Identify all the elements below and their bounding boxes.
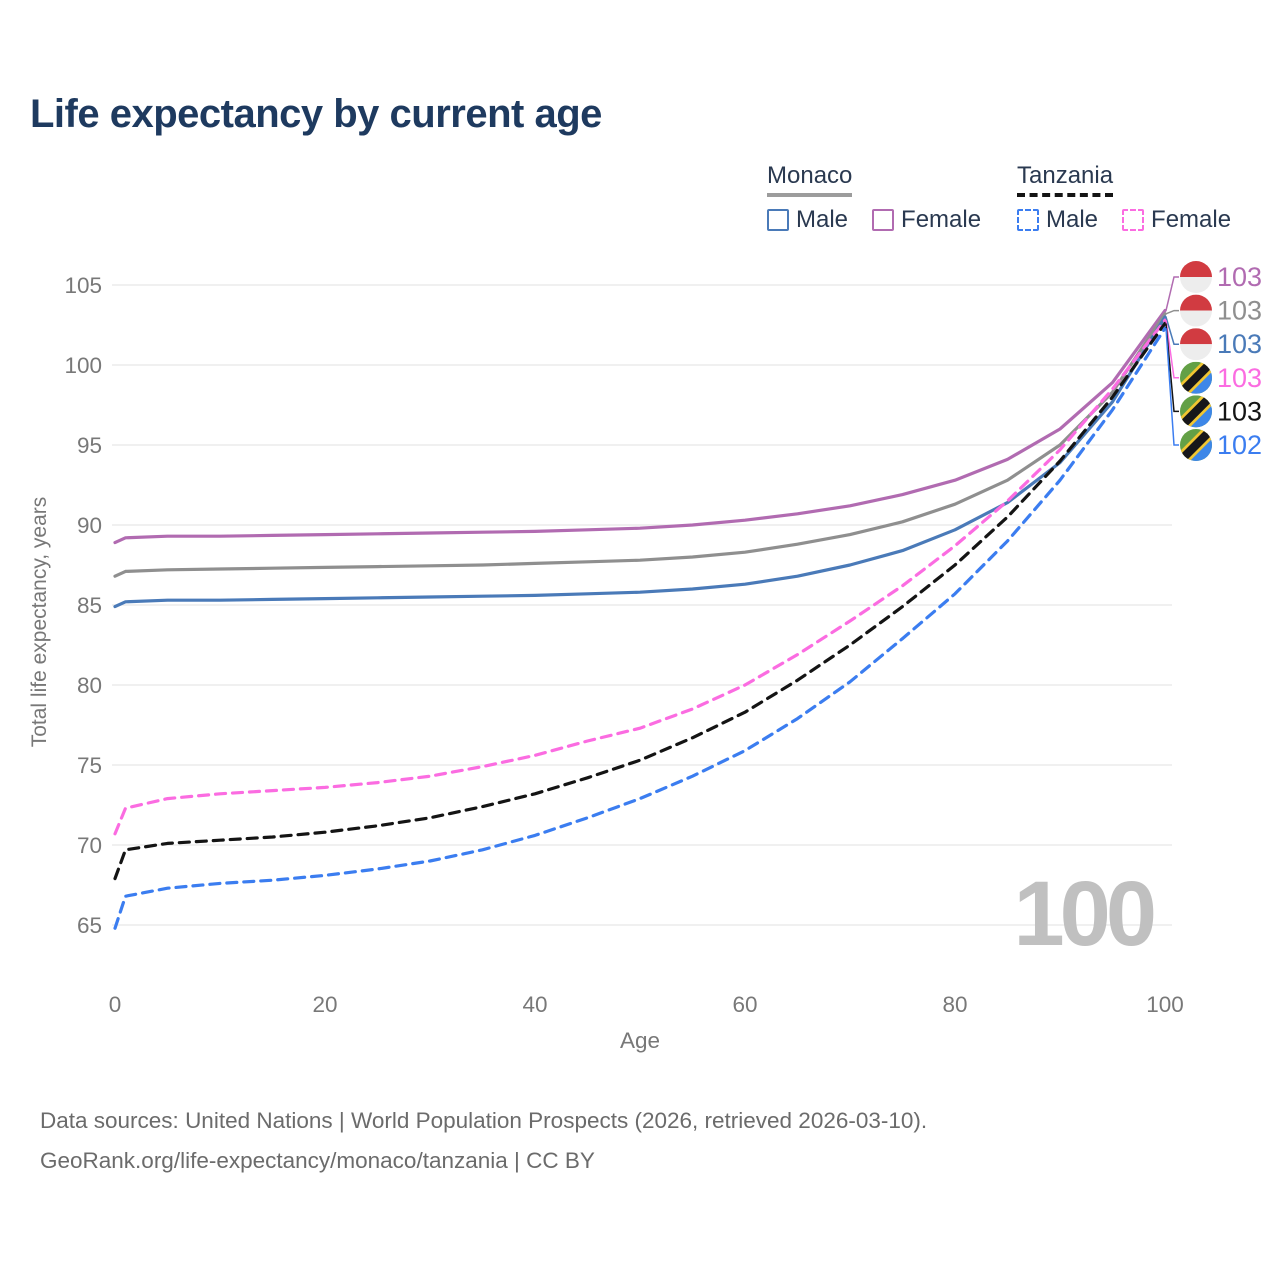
x-tick-60: 60	[732, 992, 757, 1017]
monaco-flag-icon	[1180, 261, 1212, 293]
legend-item-tanzania-female[interactable]: Female	[1122, 206, 1231, 234]
page-title: Life expectancy by current age	[30, 92, 602, 136]
legend-country-monaco: Monaco	[767, 162, 853, 197]
series-line-monaco-female	[113, 309, 1167, 545]
leader-line-tanzania-total	[1165, 323, 1179, 413]
monaco-male-swatch-icon	[767, 209, 789, 231]
legend-group-monaco: Monaco Male Female	[767, 162, 981, 234]
age-counter-watermark: 100	[1013, 863, 1158, 965]
tanzania-male-swatch-icon	[1017, 209, 1039, 231]
y-tick-90: 90	[77, 513, 102, 538]
monaco-female-swatch-icon	[872, 209, 895, 231]
tanzania-flag-icon	[1180, 429, 1212, 461]
end-value-label-monaco-female: 103	[1217, 262, 1262, 292]
x-tick-0: 0	[109, 992, 122, 1017]
y-tick-65: 65	[77, 913, 102, 938]
chart-canvas: 65 70 75 80 85 90 95 100 105 0 20 40 60 80 100 Age Total…	[28, 261, 1262, 1053]
y-axis-title: Total life expectancy, years	[28, 497, 51, 748]
tanzania-female-swatch-icon	[1122, 209, 1145, 231]
series-line-monaco-total	[113, 312, 1167, 578]
footer-source-line: Data sources: United Nations | World Pop…	[40, 1108, 928, 1133]
legend-item-tanzania-male[interactable]: Male	[1017, 206, 1098, 234]
legend-country-tanzania: Tanzania	[1017, 162, 1114, 197]
legend-label-monaco-female: Female	[901, 206, 982, 233]
end-value-label-monaco-male: 103	[1217, 329, 1262, 359]
monaco-flag-icon	[1180, 328, 1212, 361]
tanzania-flag-icon	[1180, 395, 1212, 428]
legend-items-monaco: Male Female	[767, 206, 981, 234]
tanzania-flag-icon	[1180, 361, 1212, 394]
y-tick-95: 95	[77, 433, 102, 458]
leader-line-monaco-female	[1165, 276, 1179, 311]
legend-item-monaco-male[interactable]: Male	[767, 206, 848, 234]
y-tick-75: 75	[77, 753, 102, 778]
legend-label-monaco-male: Male	[796, 206, 849, 233]
series-line-tanzania-female	[113, 318, 1167, 836]
end-value-label-monaco-total: 103	[1217, 296, 1262, 326]
end-value-label-tanzania-male: 102	[1217, 430, 1262, 460]
footer-attribution-line: GeoRank.org/life-expectancy/monaco/tanza…	[40, 1148, 595, 1173]
leader-line-tanzania-male	[1165, 328, 1179, 446]
y-tick-70: 70	[77, 833, 102, 858]
legend-label-tanzania-female: Female	[1151, 206, 1232, 233]
series-line-tanzania-male	[113, 326, 1167, 930]
series-line-monaco-male	[113, 315, 1167, 609]
x-tick-20: 20	[312, 992, 337, 1017]
legend-label-tanzania-male: Male	[1046, 206, 1099, 233]
y-tick-105: 105	[64, 273, 102, 298]
x-axis-title: Age	[620, 1028, 660, 1053]
leader-line-monaco-male	[1165, 316, 1179, 345]
leader-line-tanzania-female	[1165, 320, 1179, 379]
monaco-flag-icon	[1180, 294, 1212, 327]
x-tick-40: 40	[522, 992, 547, 1017]
y-tick-100: 100	[64, 353, 102, 378]
y-tick-85: 85	[77, 593, 102, 618]
legend-items-tanzania: Male Female	[1017, 206, 1231, 234]
series-line-tanzania-total	[113, 321, 1167, 881]
leader-line-monaco-total	[1165, 309, 1179, 315]
end-value-label-tanzania-total: 103	[1217, 396, 1262, 426]
end-value-label-tanzania-female: 103	[1217, 363, 1262, 393]
y-tick-80: 80	[77, 673, 102, 698]
legend-group-tanzania: Tanzania Male Female	[1017, 162, 1231, 234]
legend-item-monaco-female[interactable]: Female	[872, 206, 981, 234]
x-tick-100: 100	[1146, 992, 1184, 1017]
x-tick-80: 80	[942, 992, 967, 1017]
